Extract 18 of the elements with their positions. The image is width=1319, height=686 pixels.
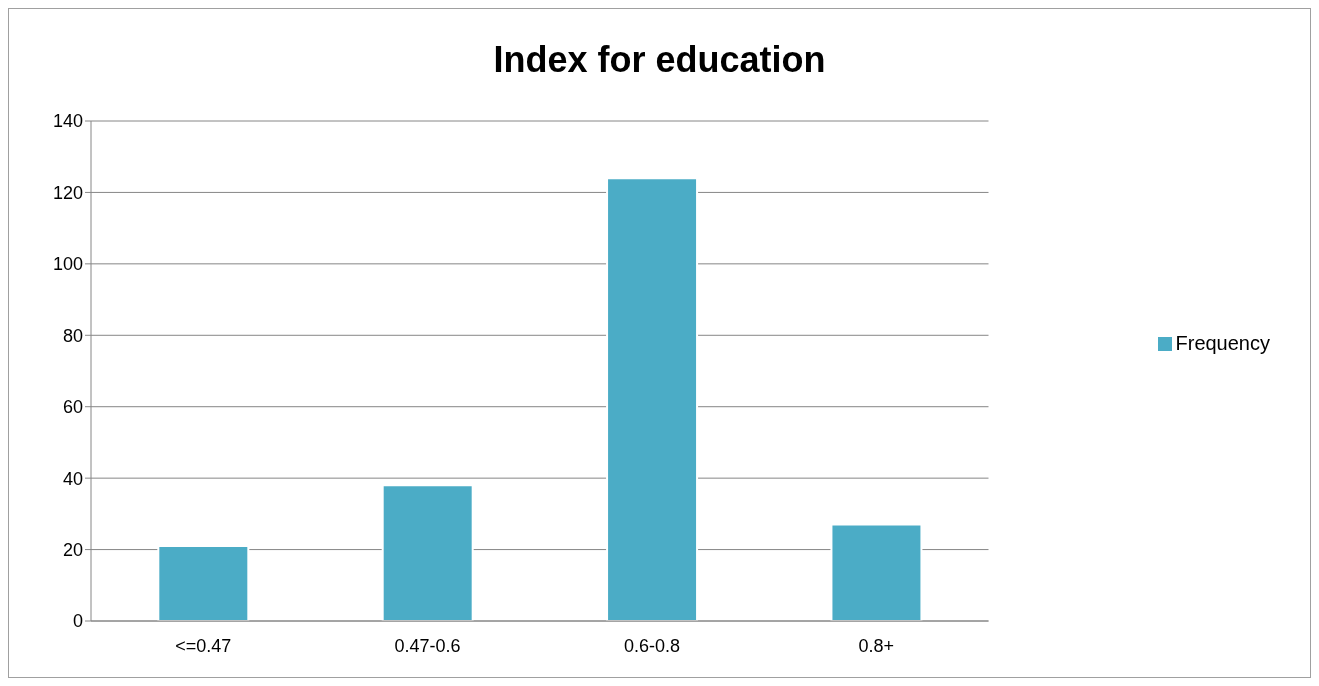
x-tick-label: 0.6-0.8 <box>623 635 680 656</box>
y-tick-label: 20 <box>62 539 83 560</box>
y-tick-label: 60 <box>62 397 83 418</box>
x-tick-label: <=0.47 <box>175 635 232 656</box>
bar <box>606 177 699 621</box>
x-tick-label: 0.47-0.6 <box>394 635 461 656</box>
legend-label: Frequency <box>1175 331 1270 354</box>
y-tick-label: 0 <box>72 611 83 632</box>
y-tick-label: 100 <box>52 254 83 275</box>
y-tick-label: 80 <box>62 325 83 346</box>
y-tick-label: 40 <box>62 468 83 489</box>
bar <box>381 484 474 621</box>
y-tick-label: 140 <box>52 111 83 132</box>
bar <box>157 545 250 621</box>
x-tick-label: 0.8+ <box>858 635 895 656</box>
bar <box>830 523 923 621</box>
chart-title: Index for education <box>492 39 827 81</box>
y-tick-label: 120 <box>52 182 83 203</box>
